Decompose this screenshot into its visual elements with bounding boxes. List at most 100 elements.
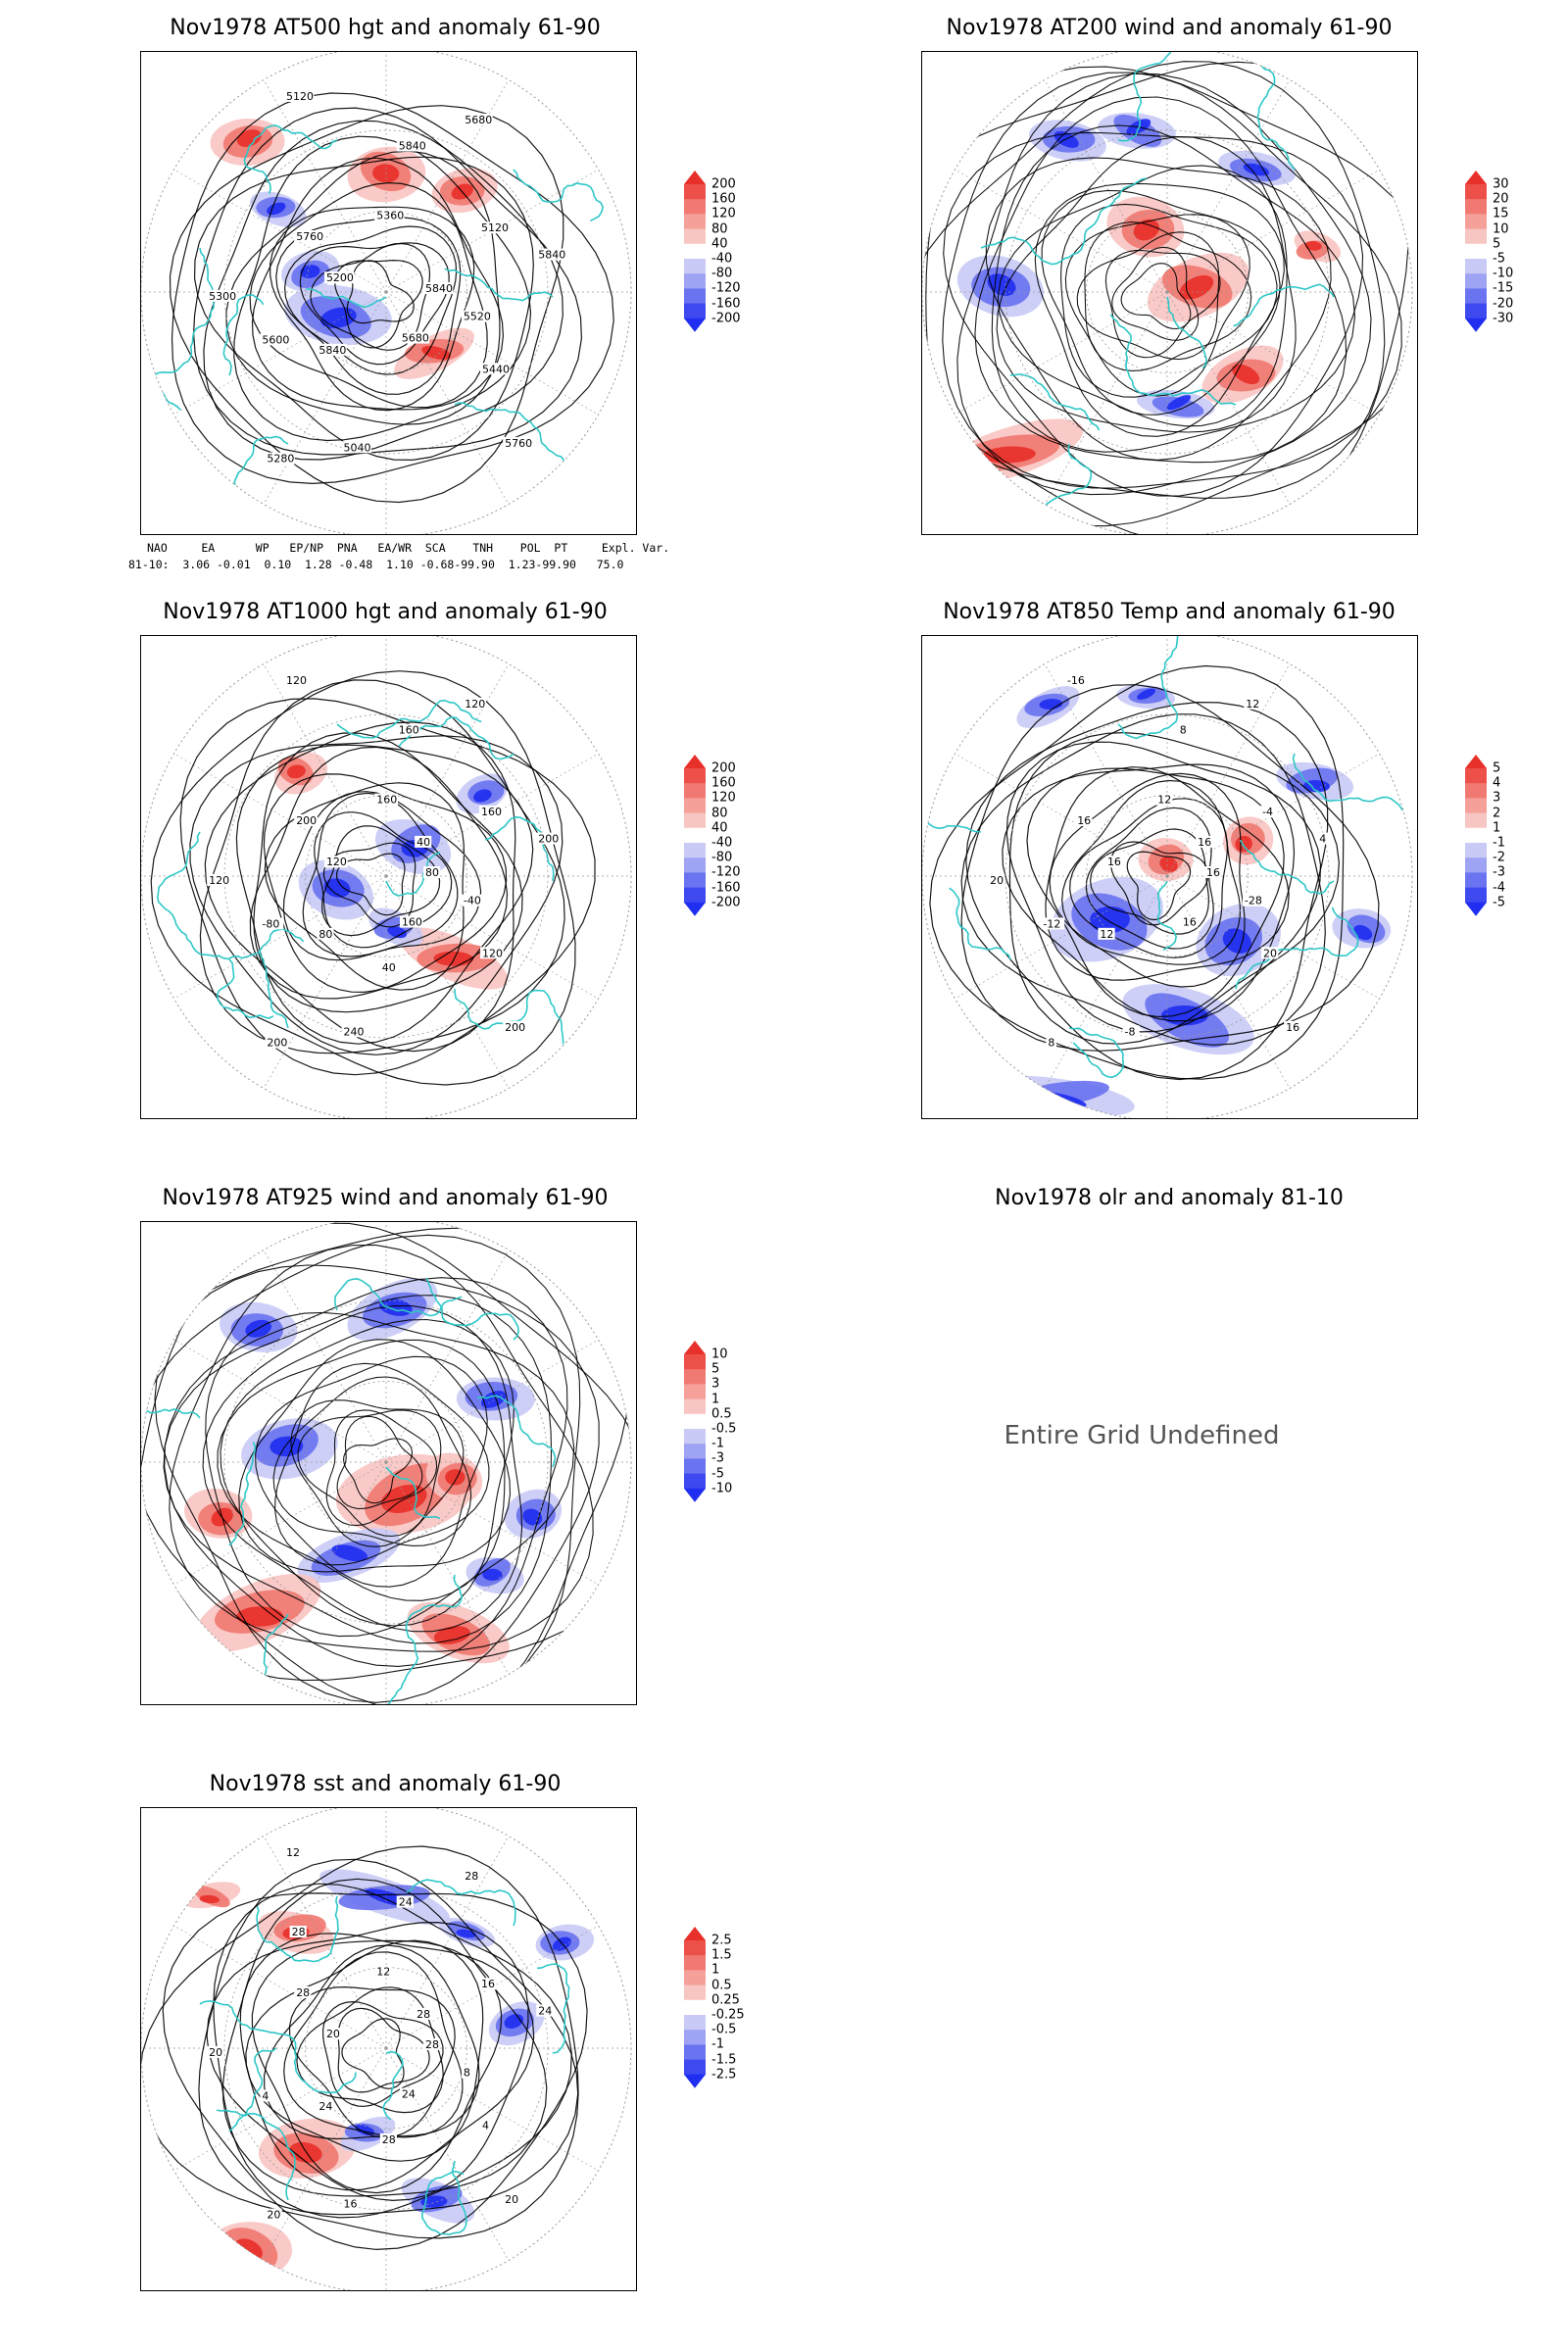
- contour-label: 5840: [399, 140, 426, 153]
- colorbar-tick-label: 1: [711, 1962, 720, 1978]
- contour-label: 5360: [376, 210, 404, 222]
- anomaly-shading: [286, 764, 306, 779]
- colorbar-tick-label: -0.5: [711, 1421, 737, 1437]
- colorbar-graphic: [684, 755, 706, 916]
- contour-label: 16: [344, 2197, 358, 2210]
- contour-label: 80: [318, 928, 332, 941]
- panel-title: Nov1978 AT200 wind and anomaly 61-90: [946, 16, 1393, 40]
- contour-label: 8: [464, 2067, 470, 2080]
- contour-label: 5280: [267, 453, 294, 466]
- contour-label: 20: [990, 874, 1004, 887]
- colorbar: 2.5 1.5 1 0.5 0.25 -0.25 -0.5 -1 -1.5 -2.5: [684, 1927, 755, 2088]
- polar-map: [922, 52, 1413, 534]
- anomaly-shading: [433, 1626, 470, 1644]
- contour-label: 120: [286, 674, 307, 687]
- colorbar-tick-label: -1.5: [711, 2052, 737, 2068]
- colorbar-tick-label: -200: [711, 311, 741, 326]
- contour-label: 16: [1198, 836, 1211, 849]
- colorbar-tick-label: 10: [1493, 221, 1509, 237]
- anomaly-shading: [1054, 130, 1079, 148]
- contour-label: 28: [416, 2008, 430, 2021]
- anomaly-shading: [1159, 857, 1178, 872]
- colorbar-tick-label: 0.25: [711, 1992, 740, 2008]
- polar-map: 5840 5840 5840 5760 5200 5120 5040 5120 5520 5600…: [141, 52, 632, 534]
- colorbar-graphic: [1465, 171, 1487, 332]
- contour-label: 16: [1183, 916, 1197, 929]
- contour-label: 5520: [464, 311, 491, 323]
- anomaly-shading: [236, 129, 262, 147]
- anomaly-shading: [379, 1298, 413, 1316]
- contour-label: 5120: [481, 221, 509, 234]
- contour-label: 5840: [425, 282, 453, 295]
- contour-label: 20: [326, 2028, 340, 2040]
- contour-label: 160: [402, 916, 422, 929]
- colorbar-tick-label: 120: [711, 206, 736, 221]
- colorbar-tick-label: 5: [1493, 760, 1501, 776]
- map-frame: [140, 1221, 637, 1705]
- contour-label: -80: [262, 917, 279, 930]
- colorbar-tick-label: -80: [711, 850, 733, 865]
- colorbar-tick-label: -120: [711, 864, 741, 880]
- anomaly-shading: [1137, 688, 1156, 700]
- colorbar-tick-label: 1: [711, 1392, 720, 1407]
- anomaly-shading: [480, 1391, 507, 1408]
- colorbar-tick-label: -10: [711, 1481, 733, 1496]
- colorbar: 30 20 15 10 5 -5 -10 -15 -20 -30: [1465, 171, 1536, 332]
- contour-label: 5840: [538, 249, 565, 262]
- colorbar-tick-label: 0.5: [711, 1406, 732, 1422]
- colorbar-tick-label: 160: [711, 191, 736, 207]
- contour-label: 120: [326, 856, 347, 868]
- colorbar-tick-label: 40: [711, 236, 728, 252]
- colorbar-tick-label: -5: [1493, 251, 1505, 267]
- colorbar-graphic: [684, 1927, 706, 2088]
- colorbar-tick-label: -1: [1493, 835, 1505, 851]
- contour-label: 16: [1206, 866, 1220, 879]
- contour-label: 5300: [209, 290, 236, 303]
- colorbar-tick-label: 1.5: [711, 1947, 732, 1963]
- contour-label: 20: [267, 2209, 280, 2222]
- anomaly-shading: [1353, 924, 1373, 941]
- anomaly-shading: [387, 926, 408, 939]
- contour-label: 160: [376, 794, 397, 807]
- colorbar-tick-label: -4: [1493, 880, 1505, 896]
- contour-label: -4: [1262, 806, 1273, 818]
- panel-title: Nov1978 olr and anomaly 81-10: [995, 1186, 1344, 1210]
- colorbar-tick-label: 30: [1493, 176, 1509, 192]
- colorbar-tick-label: 80: [711, 806, 728, 821]
- anomaly-shading: [445, 1469, 466, 1486]
- polar-map: 80 80 160 200 120 160 240 120 -40 -80 120 160 200 200…: [141, 636, 632, 1118]
- contour-label: -8: [1125, 1025, 1136, 1038]
- colorbar-tick-label: -20: [1493, 296, 1514, 312]
- polar-map: 28 24 24 20 20 16 16 12 8 4 28 24 28 24 20 12 4 20 28 28 28: [141, 1808, 632, 2290]
- contour-label: 16: [1107, 856, 1121, 868]
- contour-label: 240: [344, 1025, 365, 1038]
- contour-label: 5440: [482, 363, 510, 375]
- contour-label: 28: [292, 1926, 306, 1938]
- colorbar-tick-label: 3: [711, 1376, 720, 1392]
- anomaly-shading: [323, 878, 351, 898]
- contour-label: 16: [1286, 1021, 1299, 1034]
- colorbar-tick-label: -160: [711, 296, 741, 312]
- colorbar-tick-label: -200: [711, 895, 741, 910]
- contour-label: -16: [1067, 674, 1085, 687]
- contour-label: 20: [505, 2193, 518, 2206]
- anomaly-shading: [289, 2141, 322, 2163]
- colorbar-tick-label: 15: [1493, 206, 1509, 221]
- contour-label: 200: [267, 1037, 287, 1050]
- contour-label: 160: [481, 806, 502, 818]
- colorbar-tick-label: 120: [711, 790, 736, 806]
- colorbar: 200 160 120 80 40 -40 -80 -120 -160 -200: [684, 755, 755, 916]
- anomaly-shading: [270, 1436, 304, 1457]
- colorbar-graphic: [684, 171, 706, 332]
- anomaly-shading: [1090, 906, 1130, 934]
- colorbar-tick-label: 5: [711, 1361, 720, 1377]
- panel-title: Nov1978 AT1000 hgt and anomaly 61-90: [163, 600, 608, 624]
- colorbar-tick-label: -120: [711, 280, 741, 296]
- colorbar-tick-label: -1: [711, 1436, 724, 1451]
- colorbar-tick-label: -3: [1493, 864, 1505, 880]
- colorbar-tick-label: -0.25: [711, 2007, 745, 2023]
- panel-title: Nov1978 sst and anomaly 61-90: [209, 1772, 562, 1796]
- anomaly-shading: [1039, 699, 1063, 710]
- contour-label: 12: [286, 1846, 300, 1859]
- colorbar-tick-label: -40: [711, 835, 733, 851]
